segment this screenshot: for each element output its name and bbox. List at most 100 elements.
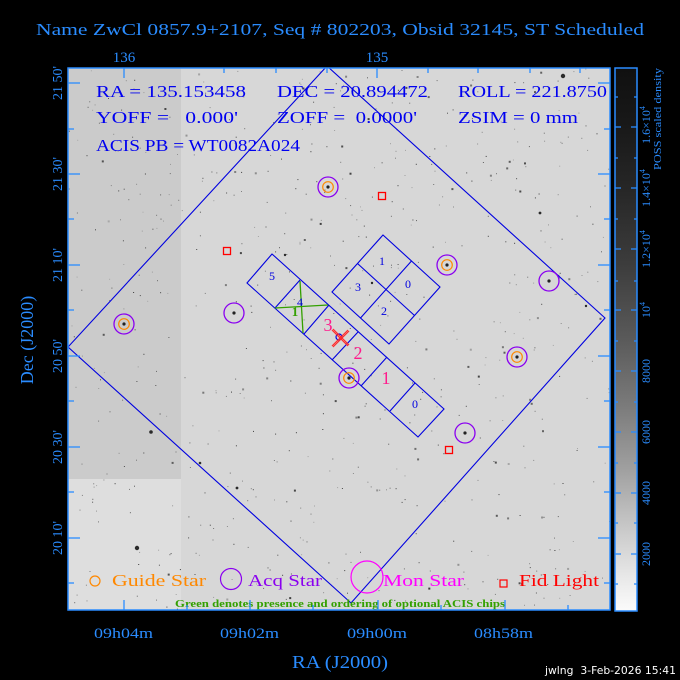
aimpoint-marker	[331, 328, 350, 348]
legend: Guide Star Acq Star Mon Star Fid Light G…	[89, 560, 599, 610]
star-dot	[122, 322, 126, 326]
acq-star	[223, 302, 245, 324]
param-yoff: YOFF = 0.000'	[96, 108, 238, 127]
acq-star-icon	[506, 346, 528, 368]
colorbar-label: 6000	[639, 420, 653, 444]
left-tick-label: 20 30'	[51, 430, 66, 464]
guide-star-icon	[441, 259, 453, 271]
bottom-tick-label: 08h58m	[474, 626, 533, 642]
background-star	[584, 304, 588, 308]
acq-star-icon	[223, 302, 245, 324]
plate-strip-dark	[68, 68, 181, 479]
colorbar: 1.6×104 1.4×104 1.2×104 104 8000 6000 40…	[614, 67, 664, 612]
background-star	[538, 211, 542, 215]
left-tick-label: 20 50'	[51, 339, 66, 373]
param-zoff: ZOFF = 0.0000'	[277, 108, 417, 127]
fid-light-marker	[222, 246, 232, 256]
acis-s-chip-label: 2	[354, 343, 363, 363]
background-star	[149, 430, 153, 434]
star-dot	[463, 431, 467, 435]
legend-mon-star: Mon Star	[383, 571, 464, 590]
mon-star-icon	[350, 560, 384, 594]
acis-s-array: 1 5 4 3 2 1 0	[246, 253, 445, 438]
aimpoint-dot	[335, 333, 343, 341]
bottom-tick-label: 09h02m	[220, 626, 279, 642]
timestamp: jwlng 3-Feb-2026 15:41	[544, 665, 676, 677]
bottom-tick-label: 09h04m	[94, 626, 153, 642]
legend-acq-star: Acq Star	[248, 571, 322, 590]
acq-star-icon	[219, 567, 243, 591]
guide-acq-star	[317, 176, 339, 198]
left-axis-labels: 21 50' 21 30' 21 10' 20 50' 20 30' 20 10…	[51, 66, 66, 555]
plate-strip-light	[68, 479, 181, 610]
guide-star-icon	[322, 181, 334, 193]
acis-s-chip-label: 0	[412, 397, 418, 411]
param-acis-pb: ACIS PB = WT0082A024	[96, 136, 301, 155]
colorbar-label: 1.2×104	[638, 230, 653, 268]
fid-light-marker	[377, 191, 387, 201]
stars	[113, 176, 560, 444]
acis-i-chip-label: 1	[379, 254, 385, 268]
optional-chip-order: 1	[292, 304, 299, 319]
aimpoint-x-icon	[331, 328, 350, 348]
left-tick-label: 20 10'	[51, 521, 66, 555]
background-star	[370, 281, 374, 285]
acq-star-icon	[338, 367, 360, 389]
guide-star-icon	[343, 372, 355, 384]
acq-star-icon	[113, 313, 135, 335]
star-dot	[547, 279, 551, 283]
acq-star-icon	[317, 176, 339, 198]
param-zsim: ZSIM = 0 mm	[458, 108, 578, 127]
background-star	[283, 253, 287, 257]
colorbar-title: POSS scaled density	[652, 67, 664, 170]
colorbar-gradient	[614, 67, 638, 612]
legend-fid-light: Fid Light	[519, 571, 599, 590]
acq-star-icon	[454, 422, 476, 444]
guide-acq-star	[338, 367, 360, 389]
left-tick-label: 21 30'	[51, 157, 66, 191]
acis-s-chip-label: 5	[269, 269, 275, 283]
acq-star	[454, 422, 476, 444]
top-tick-label: 135	[366, 50, 389, 66]
star-field	[68, 68, 610, 610]
x-axis-title: RA (J2000)	[292, 652, 388, 673]
param-dec: DEC = 20.894472	[277, 82, 428, 101]
background-star	[560, 73, 566, 79]
colorbar-label: 1.6×104	[638, 106, 653, 144]
background-star	[235, 486, 239, 490]
page-title: Name ZwCl 0857.9+2107, Seq # 802203, Obs…	[36, 20, 645, 39]
optional-chip-marker	[274, 280, 329, 334]
acis-s-chip-label: 1	[382, 368, 391, 388]
acq-star	[538, 270, 560, 292]
pointing-parameters: RA = 135.153458 DEC = 20.894472 ROLL = 2…	[96, 82, 607, 155]
colorbar-label: 2000	[639, 542, 653, 566]
top-axis-labels: 136 135	[113, 50, 389, 66]
top-tick-label: 136	[113, 50, 136, 66]
plot-overlays: 1 0 3 2 1 5 4 3 2 1 0	[68, 68, 607, 610]
acis-i-array: 1 0 3 2	[331, 234, 441, 345]
acis-i-chip-label: 2	[381, 304, 387, 318]
guide-acq-star	[506, 346, 528, 368]
param-ra: RA = 135.153458	[96, 82, 246, 101]
fid-light-marker	[444, 445, 454, 455]
acis-i-chip-label: 0	[405, 277, 411, 291]
colorbar-label: 104	[638, 302, 653, 318]
plot-frame	[67, 67, 611, 611]
star-dot	[347, 376, 351, 380]
field-of-view-outline	[68, 68, 606, 604]
star-dot	[445, 263, 449, 267]
guide-star-icon	[511, 351, 523, 363]
acis-s-chip-label: 3	[324, 315, 333, 335]
star-dot	[326, 185, 330, 189]
acis-i-chip-label: 3	[355, 280, 361, 294]
guide-star-icon	[89, 575, 101, 587]
fid-light-icon	[499, 579, 508, 588]
background-star	[198, 461, 202, 465]
y-axis-title: Dec (J2000)	[17, 296, 38, 384]
acq-star-icon	[436, 254, 458, 276]
star-dot	[232, 311, 236, 315]
colorbar-ticks	[615, 96, 637, 585]
acq-star-icon	[538, 270, 560, 292]
guide-star-icon	[118, 318, 130, 330]
